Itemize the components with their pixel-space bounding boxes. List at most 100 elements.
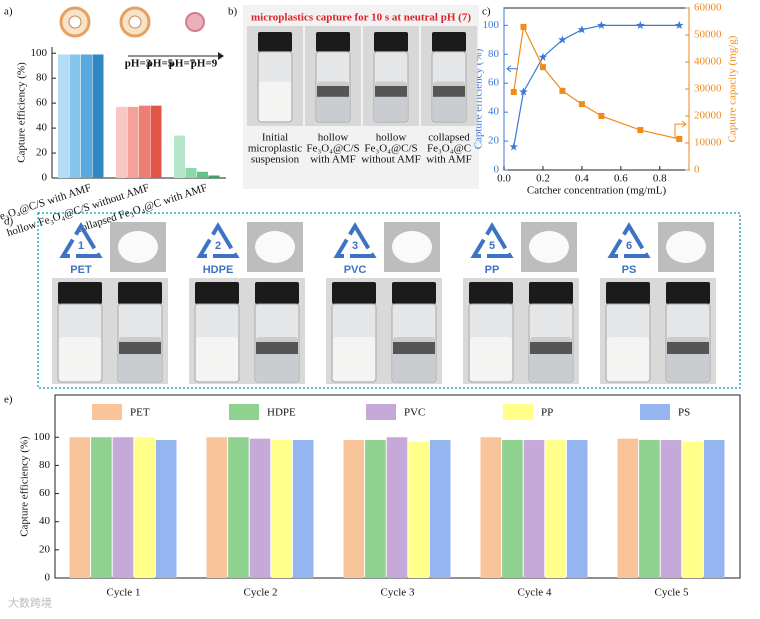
x-tick-label: 0.0 <box>497 173 511 185</box>
resin-code: 1 <box>78 240 84 252</box>
bar <box>155 440 177 578</box>
x-tick-label: Cycle 2 <box>244 587 278 599</box>
bar <box>343 440 365 578</box>
resin-code: 2 <box>215 240 221 252</box>
legend-label: pH=5 <box>147 58 174 70</box>
series-line <box>513 24 680 140</box>
vial-cap <box>58 282 102 304</box>
vial-sediment <box>317 86 349 97</box>
bar <box>365 440 386 578</box>
legend-swatch <box>229 404 259 420</box>
vial-cap <box>195 282 239 304</box>
bar <box>639 440 660 578</box>
vial-cap <box>332 282 376 304</box>
bar <box>116 106 127 178</box>
bar <box>271 440 292 578</box>
photo-d-frame <box>37 212 741 389</box>
vial-sediment <box>256 342 298 354</box>
bar <box>566 440 588 578</box>
y-tick-label: 60 <box>36 97 48 109</box>
marker <box>674 20 684 29</box>
legend-swatch <box>640 404 670 420</box>
photo-title: microplastics capture for 10 s at neutra… <box>251 12 471 24</box>
bar <box>660 440 682 578</box>
bar <box>386 437 408 578</box>
marker <box>598 113 605 119</box>
y-tick-label: 80 <box>36 72 48 84</box>
vial-cap <box>258 32 292 52</box>
vial-cap <box>374 32 408 52</box>
bar <box>480 437 502 578</box>
y-tick-label: 30000 <box>694 83 722 95</box>
bar <box>545 440 566 578</box>
legend-swatch <box>366 404 396 420</box>
marker <box>597 20 606 29</box>
plot-frame <box>503 7 690 171</box>
plastic-name: PS <box>622 264 637 276</box>
bar <box>69 437 91 578</box>
bar <box>91 437 112 578</box>
plastic-name: PET <box>70 264 92 276</box>
legend-label: HDPE <box>267 407 296 419</box>
powder <box>255 231 295 263</box>
arrow-head <box>218 52 224 60</box>
marker <box>509 142 519 151</box>
axis-arrow <box>674 120 687 139</box>
y-tick-label: 40000 <box>694 56 722 68</box>
y2-axis-label: Capture capacity (mg/g) <box>727 35 739 142</box>
bar <box>185 168 197 178</box>
y-tick-label: 0 <box>45 572 51 584</box>
y-tick-label: 40 <box>39 515 51 527</box>
marker <box>578 101 585 108</box>
series-line <box>513 24 680 147</box>
recycle-symbol <box>470 222 514 258</box>
vial-cap <box>392 282 436 304</box>
x-tick-label: Cycle 4 <box>518 587 552 599</box>
powder <box>118 231 158 263</box>
marker <box>510 88 517 95</box>
legend-label: pH=9 <box>191 58 218 70</box>
legend-label: pH=3 <box>125 58 152 70</box>
y-tick-label: 10000 <box>694 137 722 149</box>
vial-sediment <box>667 342 709 354</box>
y-tick-label: 100 <box>34 431 51 443</box>
powder <box>392 231 432 263</box>
plastic-name: HDPE <box>203 264 234 276</box>
y-tick-label: 60 <box>488 77 500 89</box>
bar <box>523 440 545 578</box>
vial-cap <box>606 282 650 304</box>
bar <box>81 54 92 178</box>
bar <box>58 54 69 178</box>
bar <box>617 438 639 578</box>
photo-caption: without AMF <box>361 154 421 166</box>
vial-sediment <box>119 342 161 354</box>
x-tick-label: 0.4 <box>575 173 589 185</box>
x-tick-label: 0.2 <box>536 173 550 185</box>
photo-caption: hollow <box>318 132 349 144</box>
bar <box>206 437 228 578</box>
icon <box>128 15 142 29</box>
photo-caption: collapsed <box>428 132 470 144</box>
x-tick-label: Cycle 1 <box>107 587 141 599</box>
photo-caption: Fe₃O₄@C/S <box>364 143 417 155</box>
vial-cap <box>255 282 299 304</box>
bar <box>150 105 162 178</box>
bar <box>292 440 314 578</box>
axis-arrow <box>506 65 518 73</box>
panel-label: d) <box>4 216 14 228</box>
bar <box>208 175 220 178</box>
marker <box>539 64 546 71</box>
vial-liquid <box>470 337 512 381</box>
bar <box>69 54 81 178</box>
y-tick-label: 0 <box>494 164 500 176</box>
panel-label: e) <box>4 394 13 406</box>
y-tick-label: 80 <box>39 459 51 471</box>
vial-sediment <box>375 86 407 97</box>
y-tick-label: 50000 <box>694 29 722 41</box>
vial-liquid <box>607 337 649 381</box>
y-tick-label: 20 <box>488 135 500 147</box>
bar <box>174 135 185 178</box>
powder <box>666 231 706 263</box>
marker <box>558 35 567 44</box>
vial-liquid <box>196 337 238 381</box>
